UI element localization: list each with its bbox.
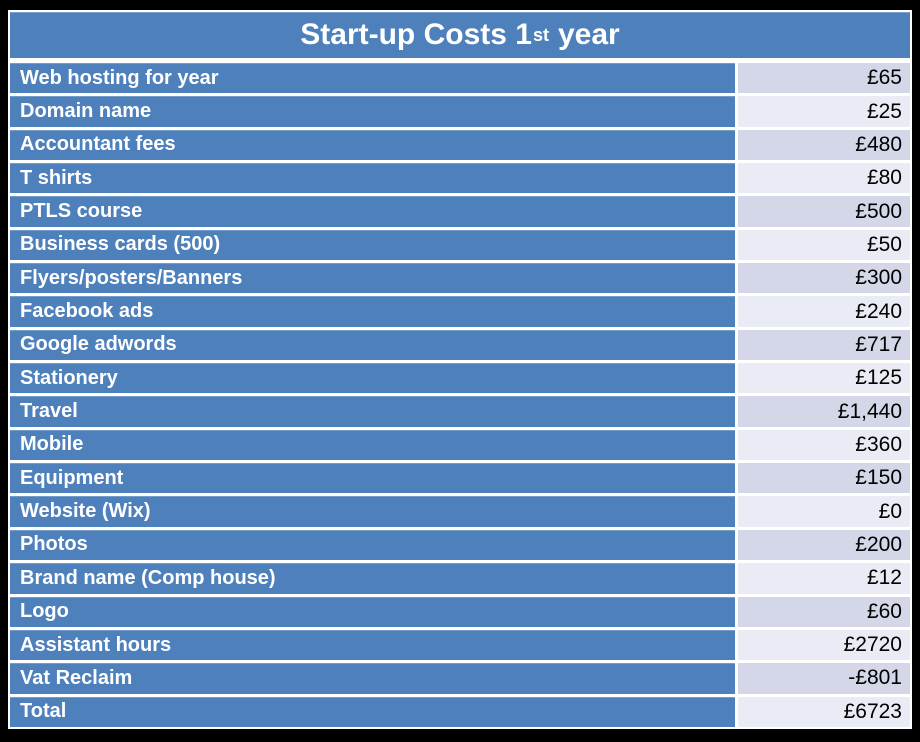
row-value-cell: £2720: [738, 629, 910, 661]
row-value-cell: £125: [738, 363, 910, 394]
table-row: Total £6723: [10, 696, 910, 727]
row-value-cell: £240: [738, 296, 910, 327]
row-value-cell: £1,440: [738, 396, 910, 427]
row-value-cell: £25: [738, 96, 910, 127]
row-value-cell: £480: [738, 129, 910, 161]
row-label-cell: Google adwords: [10, 329, 735, 361]
row-value-cell: £0: [738, 496, 910, 527]
row-label-cell: Vat Reclaim: [10, 663, 735, 694]
table-row: Assistant hours £2720: [10, 629, 910, 661]
table-row: Equipment £150: [10, 463, 910, 494]
row-value-cell: £6723: [738, 696, 910, 727]
table-row: Business cards (500) £50: [10, 229, 910, 261]
table-row: PTLS course £500: [10, 196, 910, 227]
table-row: Vat Reclaim -£801: [10, 663, 910, 694]
row-label-cell: Equipment: [10, 463, 735, 494]
row-label-cell: T shirts: [10, 163, 735, 194]
table-row: Logo £60: [10, 596, 910, 627]
row-label-cell: Photos: [10, 529, 735, 561]
row-label-cell: Total: [10, 696, 735, 727]
row-label-cell: Web hosting for year: [10, 63, 735, 94]
table-row: Google adwords £717: [10, 329, 910, 361]
row-value-cell: £500: [738, 196, 910, 227]
table-row: Domain name £25: [10, 96, 910, 127]
table-row: Brand name (Comp house) £12: [10, 563, 910, 594]
row-value-cell: £150: [738, 463, 910, 494]
row-label-cell: Travel: [10, 396, 735, 427]
row-label-cell: Mobile: [10, 429, 735, 461]
table-row: Facebook ads £240: [10, 296, 910, 327]
row-label-cell: PTLS course: [10, 196, 735, 227]
row-value-cell: £717: [738, 329, 910, 361]
table-row: Flyers/posters/Banners £300: [10, 263, 910, 294]
table-row: Mobile £360: [10, 429, 910, 461]
table-row: T shirts £80: [10, 163, 910, 194]
row-label-cell: Facebook ads: [10, 296, 735, 327]
row-value-cell: £300: [738, 263, 910, 294]
row-label-cell: Logo: [10, 596, 735, 627]
row-value-cell: £360: [738, 429, 910, 461]
table-row: Stationery £125: [10, 363, 910, 394]
row-value-cell: -£801: [738, 663, 910, 694]
row-label-cell: Flyers/posters/Banners: [10, 263, 735, 294]
cost-table-body: Web hosting for year £65 Domain name £25…: [10, 63, 910, 727]
row-value-cell: £200: [738, 529, 910, 561]
row-label-cell: Accountant fees: [10, 129, 735, 161]
row-label-cell: Business cards (500): [10, 229, 735, 261]
table-row: Photos £200: [10, 529, 910, 561]
row-label-cell: Assistant hours: [10, 629, 735, 661]
table-row: Web hosting for year £65: [10, 63, 910, 94]
row-label-cell: Domain name: [10, 96, 735, 127]
table-row: Website (Wix) £0: [10, 496, 910, 527]
row-label-cell: Website (Wix): [10, 496, 735, 527]
row-value-cell: £12: [738, 563, 910, 594]
table-row: Travel £1,440: [10, 396, 910, 427]
row-value-cell: £65: [738, 63, 910, 94]
table-title-tail: year: [557, 18, 620, 51]
table-title-main: Start-up Costs 1: [300, 18, 532, 51]
row-value-cell: £50: [738, 229, 910, 261]
row-value-cell: £60: [738, 596, 910, 627]
row-value-cell: £80: [738, 163, 910, 194]
row-label-cell: Brand name (Comp house): [10, 563, 735, 594]
row-label-cell: Stationery: [10, 363, 735, 394]
table-row: Accountant fees £480: [10, 129, 910, 161]
